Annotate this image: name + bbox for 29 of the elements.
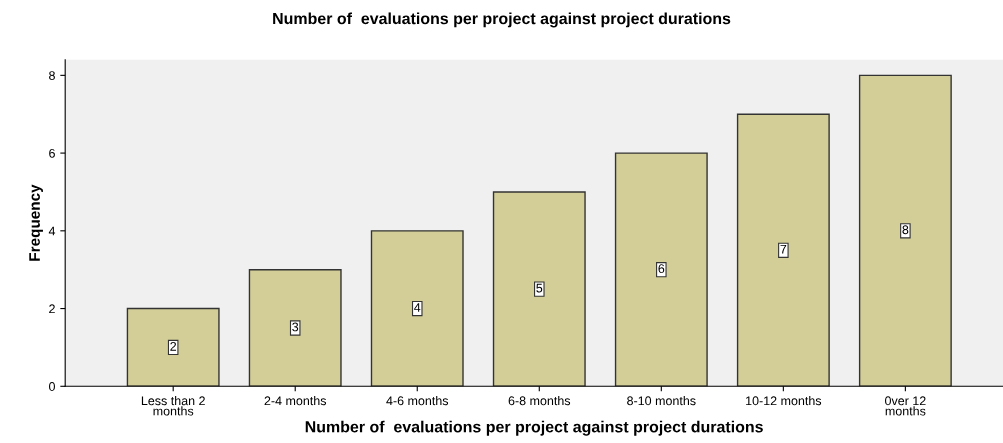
y-tick-label: 0 xyxy=(49,382,55,391)
bar xyxy=(492,191,586,387)
data-label: 7 xyxy=(780,244,787,254)
bar xyxy=(126,307,220,387)
data-label: 8 xyxy=(902,225,909,235)
x-tick-label: 0ver 12 months xyxy=(885,396,926,416)
bar xyxy=(736,113,830,387)
data-label: 2 xyxy=(170,341,177,351)
x-tick-label: 10-12 months xyxy=(746,396,822,406)
y-tick-label: 4 xyxy=(48,226,56,236)
x-tick-label: 4-6 months xyxy=(386,396,449,406)
x-axis-title: Number of evaluations per project against project durations xyxy=(305,420,763,436)
x-tick-label: 6-8 months xyxy=(508,396,571,406)
bar xyxy=(858,74,952,387)
data-label: 4 xyxy=(414,303,421,312)
bar xyxy=(248,268,342,387)
data-label: 5 xyxy=(536,283,543,293)
x-tick-label: Less than 2 months xyxy=(141,396,205,416)
y-tick-label: 8 xyxy=(49,71,55,80)
x-tick-label: 2-4 months xyxy=(264,396,327,406)
y-axis-title: Frequency xyxy=(29,184,43,261)
data-label: 3 xyxy=(292,322,299,332)
chart-title: Number of evaluations per project against project durations xyxy=(273,12,731,28)
bar xyxy=(614,152,708,387)
bar xyxy=(370,230,464,387)
x-tick-label: 8-10 months xyxy=(627,396,696,406)
y-tick-label: 2 xyxy=(49,304,55,314)
data-label: 6 xyxy=(658,264,665,274)
y-tick-label: 6 xyxy=(49,148,55,158)
